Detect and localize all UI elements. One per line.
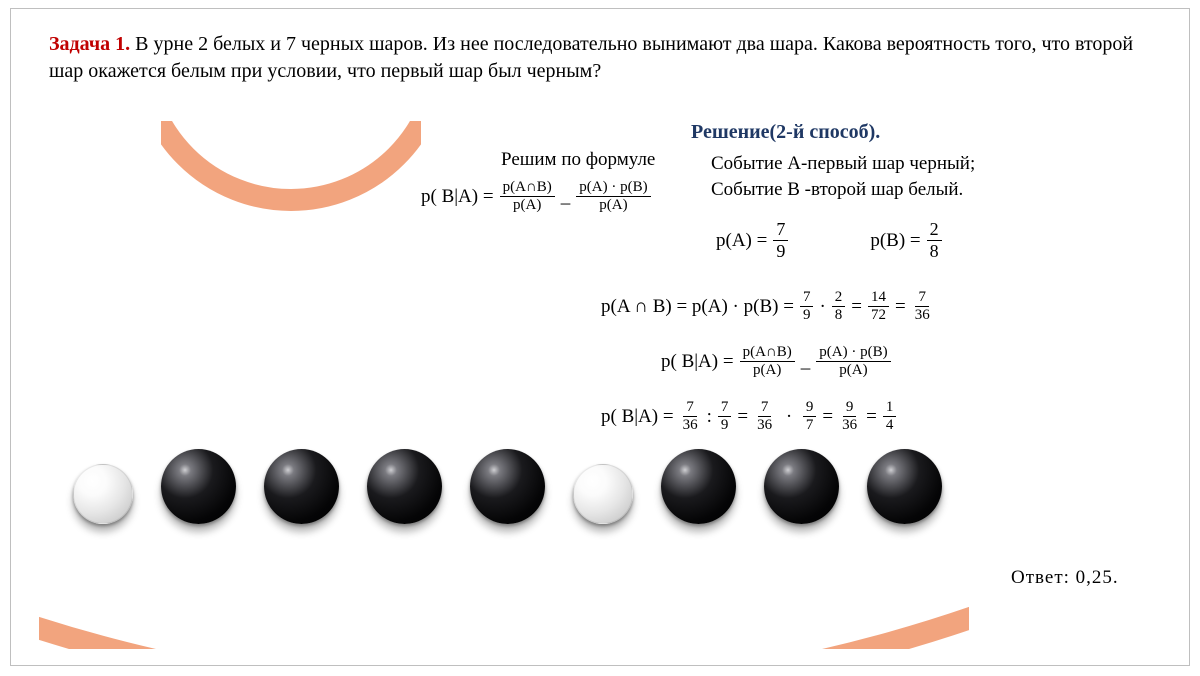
- ball-7-black: [661, 449, 736, 524]
- conditional-formula-2: p( B|A) = p(A∩B) p(A) _ p(A) · p(B) p(A): [661, 344, 893, 379]
- event-b: Событие B -второй шар белый.: [711, 177, 975, 203]
- pA: p(A) = 7 9: [716, 219, 790, 262]
- ball-5-black: [470, 449, 545, 524]
- ball-1-white: [73, 464, 133, 524]
- cond-lhs: p( B|A) =: [421, 186, 494, 208]
- task-text: В урне 2 белых и 7 черных шаров. Из нее …: [49, 33, 1133, 82]
- answer-text: Ответ: 0,25.: [1011, 567, 1119, 589]
- event-a: Событие A-первый шар черный;: [711, 151, 975, 177]
- frac-pB: 2 8: [927, 219, 942, 262]
- ball-9-black: [867, 449, 942, 524]
- final-calc: p( B|A) = 736 : 79 = 736 · 97 = 936 = 14: [601, 399, 898, 434]
- arc-shape: [161, 121, 421, 211]
- pB: p(B) = 2 8: [870, 219, 943, 262]
- urn-top-arc: [161, 121, 421, 211]
- eq-underscore: _: [561, 186, 571, 208]
- ball-3-black: [264, 449, 339, 524]
- conditional-formula: p( B|A) = p(A∩B) p(A) _ p(A) · p(B) p(A): [421, 179, 653, 214]
- frac-pApB2: p(A) · p(B) p(A): [576, 179, 650, 214]
- ball-2-black: [161, 449, 236, 524]
- balls-row: [73, 449, 942, 524]
- task-label: Задача 1.: [49, 33, 130, 55]
- probabilities-row: p(A) = 7 9 p(B) = 2 8: [716, 219, 944, 262]
- page-frame: Задача 1. В урне 2 белых и 7 черных шаро…: [10, 8, 1190, 666]
- ball-6-white: [573, 464, 633, 524]
- ball-8-black: [764, 449, 839, 524]
- solution-title: Решение(2-й способ).: [691, 121, 880, 144]
- frac-pApB: p(A∩B) p(A): [500, 179, 555, 214]
- intersection-calc: p(A ∩ B) = p(A) · p(B) = 79 · 28 = 1472 …: [601, 289, 935, 324]
- formula-intro: Решим по формуле: [501, 149, 655, 171]
- ball-4-black: [367, 449, 442, 524]
- frac-pA: 7 9: [773, 219, 788, 262]
- events-definitions: Событие A-первый шар черный; Событие B -…: [711, 151, 975, 202]
- problem-statement: Задача 1. В урне 2 белых и 7 черных шаро…: [49, 31, 1159, 85]
